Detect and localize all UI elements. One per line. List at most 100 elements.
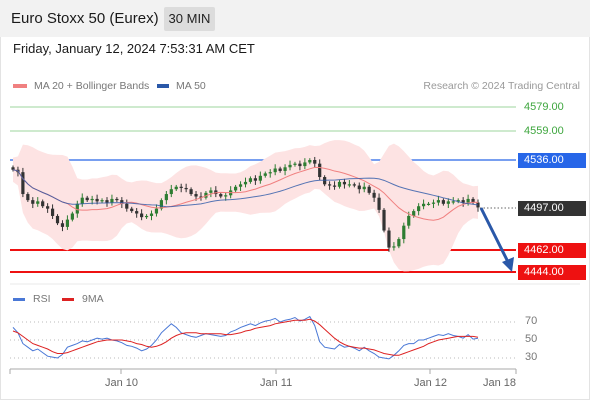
candle-body <box>95 198 99 202</box>
candle-body <box>456 200 460 202</box>
candle-body <box>90 198 94 201</box>
candle-body <box>352 184 356 186</box>
rsi-tick-70: 70 <box>525 315 538 327</box>
candle-body <box>283 167 287 171</box>
candle-body <box>149 213 154 216</box>
candle-body <box>243 181 248 185</box>
level-pivot: 4536.00 <box>518 153 586 168</box>
rsi-tick-30: 30 <box>525 351 538 363</box>
legend-ma20: MA 20 + Bollinger Bands <box>13 80 149 92</box>
candle-body <box>194 194 198 197</box>
candle-body <box>209 190 213 193</box>
candle-body <box>397 239 401 247</box>
candle-body <box>105 200 109 203</box>
ma50-swatch-icon <box>157 84 169 88</box>
candle-body <box>327 184 332 186</box>
candle-body <box>125 203 129 209</box>
candle-body <box>451 201 455 203</box>
candle-body <box>387 230 391 248</box>
legend-rsi: RSI <box>13 293 51 305</box>
candle-body <box>214 190 218 195</box>
candle-body <box>407 215 411 226</box>
ma20-swatch-icon <box>13 84 27 88</box>
x-label-jan11: Jan 11 <box>260 377 293 389</box>
candle-body <box>362 186 366 190</box>
candle-body <box>80 197 84 204</box>
candle-body <box>179 186 183 188</box>
x-label-jan12: Jan 12 <box>414 377 448 389</box>
candle-body <box>55 215 60 224</box>
level-last: 4497.00 <box>518 201 586 216</box>
interval-badge[interactable]: 30 MIN <box>164 7 215 31</box>
credit-text: Research © 2024 Trading Central <box>423 80 580 92</box>
candle-body <box>303 162 307 167</box>
candle-body <box>41 201 45 207</box>
candle-body <box>278 168 282 171</box>
candle-body <box>253 178 257 181</box>
candle-body <box>31 200 35 204</box>
candle-body <box>164 194 168 201</box>
candle-body <box>85 197 89 201</box>
rsi-swatch-icon <box>13 297 25 301</box>
candle-body <box>60 223 65 227</box>
candle-body <box>189 189 193 195</box>
candle-body <box>298 163 302 167</box>
candle-body <box>263 173 267 176</box>
candle-body <box>308 160 312 163</box>
candle-body <box>421 203 426 207</box>
legend-ma50: MA 50 <box>157 80 206 92</box>
candle-body <box>412 211 416 216</box>
candle-body <box>140 213 144 218</box>
candle-body <box>46 206 50 209</box>
candle-body <box>357 185 361 190</box>
candle-body <box>135 211 139 214</box>
rsi-ma-swatch-icon <box>62 297 74 301</box>
candle-body <box>436 200 441 203</box>
candle-body <box>471 198 475 203</box>
candle-body <box>26 194 30 201</box>
candle-body <box>115 198 119 201</box>
candle-body <box>332 185 337 187</box>
candle-body <box>258 175 262 181</box>
legend-rsi-label: RSI <box>33 293 51 305</box>
candle-body <box>174 186 178 190</box>
candle-body <box>120 200 124 204</box>
candle-body <box>461 200 465 203</box>
candle-body <box>144 215 149 218</box>
candle-body <box>110 198 114 203</box>
candle-body <box>169 189 173 195</box>
legend-rsi-ma: 9MA <box>62 293 104 305</box>
candle-body <box>21 172 25 195</box>
candle-body <box>268 172 272 174</box>
candle-body <box>159 200 164 209</box>
level-s1: 4462.00 <box>518 243 586 258</box>
candle-body <box>392 246 396 248</box>
candle-body <box>224 195 228 197</box>
candle-body <box>313 160 317 164</box>
candle-body <box>372 192 376 198</box>
candle-body <box>417 206 421 212</box>
candle-body <box>337 181 342 187</box>
candle-body <box>75 203 79 214</box>
ma50-line <box>12 169 479 208</box>
level-s2: 4444.00 <box>518 265 586 280</box>
candle-body <box>466 198 470 203</box>
level-r2: 4579.00 <box>524 101 564 113</box>
instrument-title: Euro Stoxx 50 (Eurex) <box>11 10 159 27</box>
candle-body <box>154 208 159 214</box>
candle-body <box>273 168 277 173</box>
forecast-arrow-shaft <box>479 207 510 263</box>
legend-rsi-ma-label: 9MA <box>82 293 104 305</box>
level-r1: 4559.00 <box>524 125 564 137</box>
x-label-jan10: Jan 10 <box>105 377 139 389</box>
x-label-jan18: Jan 18 <box>483 377 517 389</box>
rsi-tick-50: 50 <box>525 333 538 345</box>
ma20-line <box>12 166 479 221</box>
rsi-line <box>12 315 479 360</box>
candle-body <box>431 202 436 204</box>
candle-body <box>446 201 450 204</box>
candle-body <box>219 194 223 197</box>
candle-body <box>342 181 347 185</box>
candle-body <box>318 163 322 178</box>
